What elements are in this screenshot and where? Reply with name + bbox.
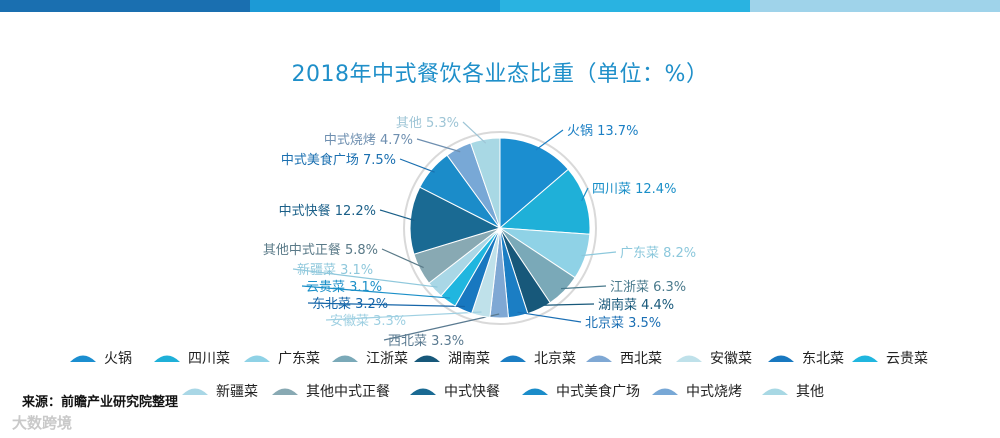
legend-item: 中式快餐 [408, 381, 500, 401]
pie-outer-ring [403, 131, 597, 325]
data-label: 广东菜 8.2% [620, 246, 696, 261]
leader-line [292, 268, 438, 288]
data-label: 安徽菜 3.3% [330, 314, 406, 329]
data-label: 其他中式正餐 5.8% [263, 242, 378, 258]
legend-swatch-icon [500, 355, 526, 362]
data-label: 中式快餐 12.2% [279, 203, 376, 219]
legend-swatch-icon [768, 355, 794, 362]
legend-item: 北京菜 [498, 348, 576, 368]
legend-swatch-icon [410, 388, 436, 395]
legend-label: 湖南菜 [448, 351, 490, 367]
legend-item: 湖南菜 [412, 348, 490, 368]
legend-swatch-icon [652, 388, 678, 395]
legend-label: 中式烧烤 [686, 384, 742, 400]
legend-label: 其他 [796, 384, 824, 400]
legend-label: 安徽菜 [710, 351, 752, 367]
leader-line [307, 302, 465, 308]
pie-slice-2 [498, 168, 591, 235]
legend-swatch-icon [522, 388, 548, 395]
legend-swatch-icon [332, 355, 358, 362]
legend-item: 中式烧烤 [650, 381, 742, 401]
leader-line [581, 251, 617, 257]
pie-slice-1 [499, 137, 569, 230]
leader-line [560, 285, 607, 290]
pie-slice-13 [409, 186, 502, 255]
data-label: 四川菜 12.4% [592, 182, 676, 197]
legend-label: 江浙菜 [366, 351, 408, 367]
legend-item: 安徽菜 [674, 348, 752, 368]
legend-label: 火锅 [104, 351, 132, 367]
leader-line [535, 129, 564, 151]
legend-item: 新疆菜 [180, 381, 258, 401]
leader-line [379, 209, 415, 222]
legend-label: 云贵菜 [886, 351, 928, 367]
legend-item: 江浙菜 [330, 348, 408, 368]
legend-item: 西北菜 [584, 348, 662, 368]
leader-line [381, 248, 424, 269]
legend-label: 广东菜 [278, 351, 320, 367]
legend-item: 中式美食广场 [520, 381, 640, 401]
leader-line [517, 311, 582, 323]
source-note: 来源：前瞻产业研究院整理 [22, 395, 179, 410]
chart-title: 2018年中式餐饮各业态比重（单位：%） [291, 62, 709, 87]
pie-slice-16 [469, 137, 501, 229]
data-label: 新疆菜 3.1% [297, 262, 373, 278]
band-segment [250, 0, 500, 12]
legend-label: 中式快餐 [444, 384, 500, 400]
legend-label: 中式美食广场 [556, 384, 640, 400]
legend-item: 四川菜 [152, 348, 230, 368]
data-label: 云贵菜 3.1% [306, 280, 382, 295]
legend-swatch-icon [586, 355, 612, 362]
legend-item: 广东菜 [242, 348, 320, 368]
legend-swatch-icon [852, 355, 878, 362]
data-label: 湖南菜 4.4% [598, 297, 674, 313]
legend-swatch-icon [762, 388, 788, 395]
data-label: 东北菜 3.2% [312, 297, 388, 312]
leader-line [537, 303, 595, 306]
leader-line [325, 311, 482, 321]
legend-swatch-icon [154, 355, 180, 362]
legend-label: 北京菜 [534, 351, 576, 367]
data-label: 火锅 13.7% [567, 123, 638, 139]
legend-label: 西北菜 [620, 351, 662, 367]
data-label: 北京菜 3.5% [585, 316, 661, 331]
legend-swatch-icon [70, 355, 96, 362]
leader-line [301, 285, 451, 299]
band-segment [0, 0, 250, 12]
band-segment [500, 0, 750, 12]
leader-line [416, 138, 461, 153]
leader-line [462, 121, 487, 144]
legend-swatch-icon [272, 388, 298, 395]
data-label: 江浙菜 6.3% [610, 280, 686, 295]
legend-label: 东北菜 [802, 351, 844, 367]
data-label: 其他 5.3% [396, 116, 459, 131]
top-color-band [0, 0, 1000, 12]
legend-swatch-icon [182, 388, 208, 395]
leader-line [399, 158, 435, 173]
legend-item: 东北菜 [766, 348, 844, 368]
leader-line [581, 187, 589, 202]
watermark: 大数跨境 [12, 414, 73, 432]
legend-swatch-icon [244, 355, 270, 362]
leader-line [383, 313, 500, 341]
legend-item: 云贵菜 [850, 348, 928, 368]
data-label: 中式烧烤 4.7% [324, 133, 413, 148]
data-label: 西北菜 3.3% [388, 334, 464, 349]
band-segment [750, 0, 1000, 12]
legend-swatch-icon [414, 355, 440, 362]
legend-item: 火锅 [68, 348, 132, 368]
data-label: 中式美食广场 7.5% [281, 152, 396, 168]
legend-item: 其他中式正餐 [270, 381, 390, 401]
legend-label: 其他中式正餐 [306, 384, 390, 400]
legend-label: 新疆菜 [216, 384, 258, 400]
legend-swatch-icon [676, 355, 702, 362]
legend-item: 其他 [760, 381, 824, 401]
legend-label: 四川菜 [188, 351, 230, 367]
